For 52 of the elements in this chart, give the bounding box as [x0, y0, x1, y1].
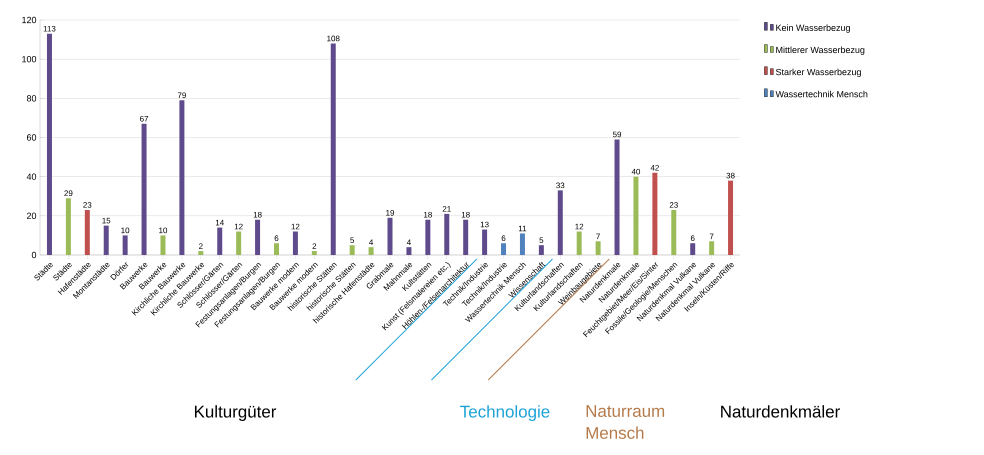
- y-tick-label: 120: [22, 16, 36, 24]
- bar: [652, 172, 658, 255]
- bar: [482, 230, 488, 255]
- bar: [330, 43, 336, 255]
- bar: [558, 190, 563, 255]
- y-tick-label: 100: [22, 56, 36, 62]
- bar: [104, 226, 109, 255]
- bar: [312, 251, 317, 255]
- legend-label: Starker Wasserbezug: [776, 68, 861, 77]
- bar: [406, 247, 412, 255]
- bar: [142, 124, 147, 255]
- y-tick-label: 20: [26, 212, 36, 219]
- bar: [179, 100, 184, 255]
- bar: [596, 241, 601, 255]
- bar: [538, 245, 544, 255]
- bar: [350, 245, 355, 255]
- bar: [709, 241, 714, 255]
- bar: [614, 139, 620, 255]
- y-tick-label: 80: [26, 95, 36, 102]
- bar: [122, 235, 128, 255]
- bar: [84, 210, 90, 255]
- bar: [198, 251, 204, 255]
- text: Technologie: [460, 405, 550, 421]
- y-tick-label: 0: [32, 252, 36, 258]
- text: Kulturgüter: [194, 405, 276, 421]
- bar: [633, 176, 638, 255]
- y-tick-label: 40: [26, 173, 36, 180]
- bar: [671, 210, 676, 255]
- bar: [160, 235, 166, 255]
- bar: [66, 198, 71, 255]
- bar: [292, 231, 298, 255]
- text: Naturraum Mensch: [586, 405, 664, 439]
- legend-label: Mittlerer Wasserbezug: [776, 46, 864, 55]
- bar: [236, 231, 242, 255]
- bar: [274, 243, 279, 255]
- bar: [444, 214, 450, 255]
- bar: [255, 220, 260, 255]
- bar: [463, 220, 468, 255]
- bar: [690, 243, 696, 255]
- bar: [728, 180, 734, 255]
- bar: [388, 218, 393, 255]
- text: Naturdenkmäler: [721, 405, 840, 418]
- bar: [217, 228, 222, 255]
- bar: [368, 247, 374, 255]
- legend-label: Wassertechnik Mensch: [776, 90, 868, 98]
- y-tick-label: 60: [26, 134, 36, 141]
- legend-label: Kein Wasserbezug: [776, 24, 850, 33]
- bar: [46, 34, 52, 255]
- bar: [576, 231, 582, 255]
- bar: [425, 220, 430, 255]
- bar: [501, 243, 506, 255]
- bar: [520, 233, 525, 255]
